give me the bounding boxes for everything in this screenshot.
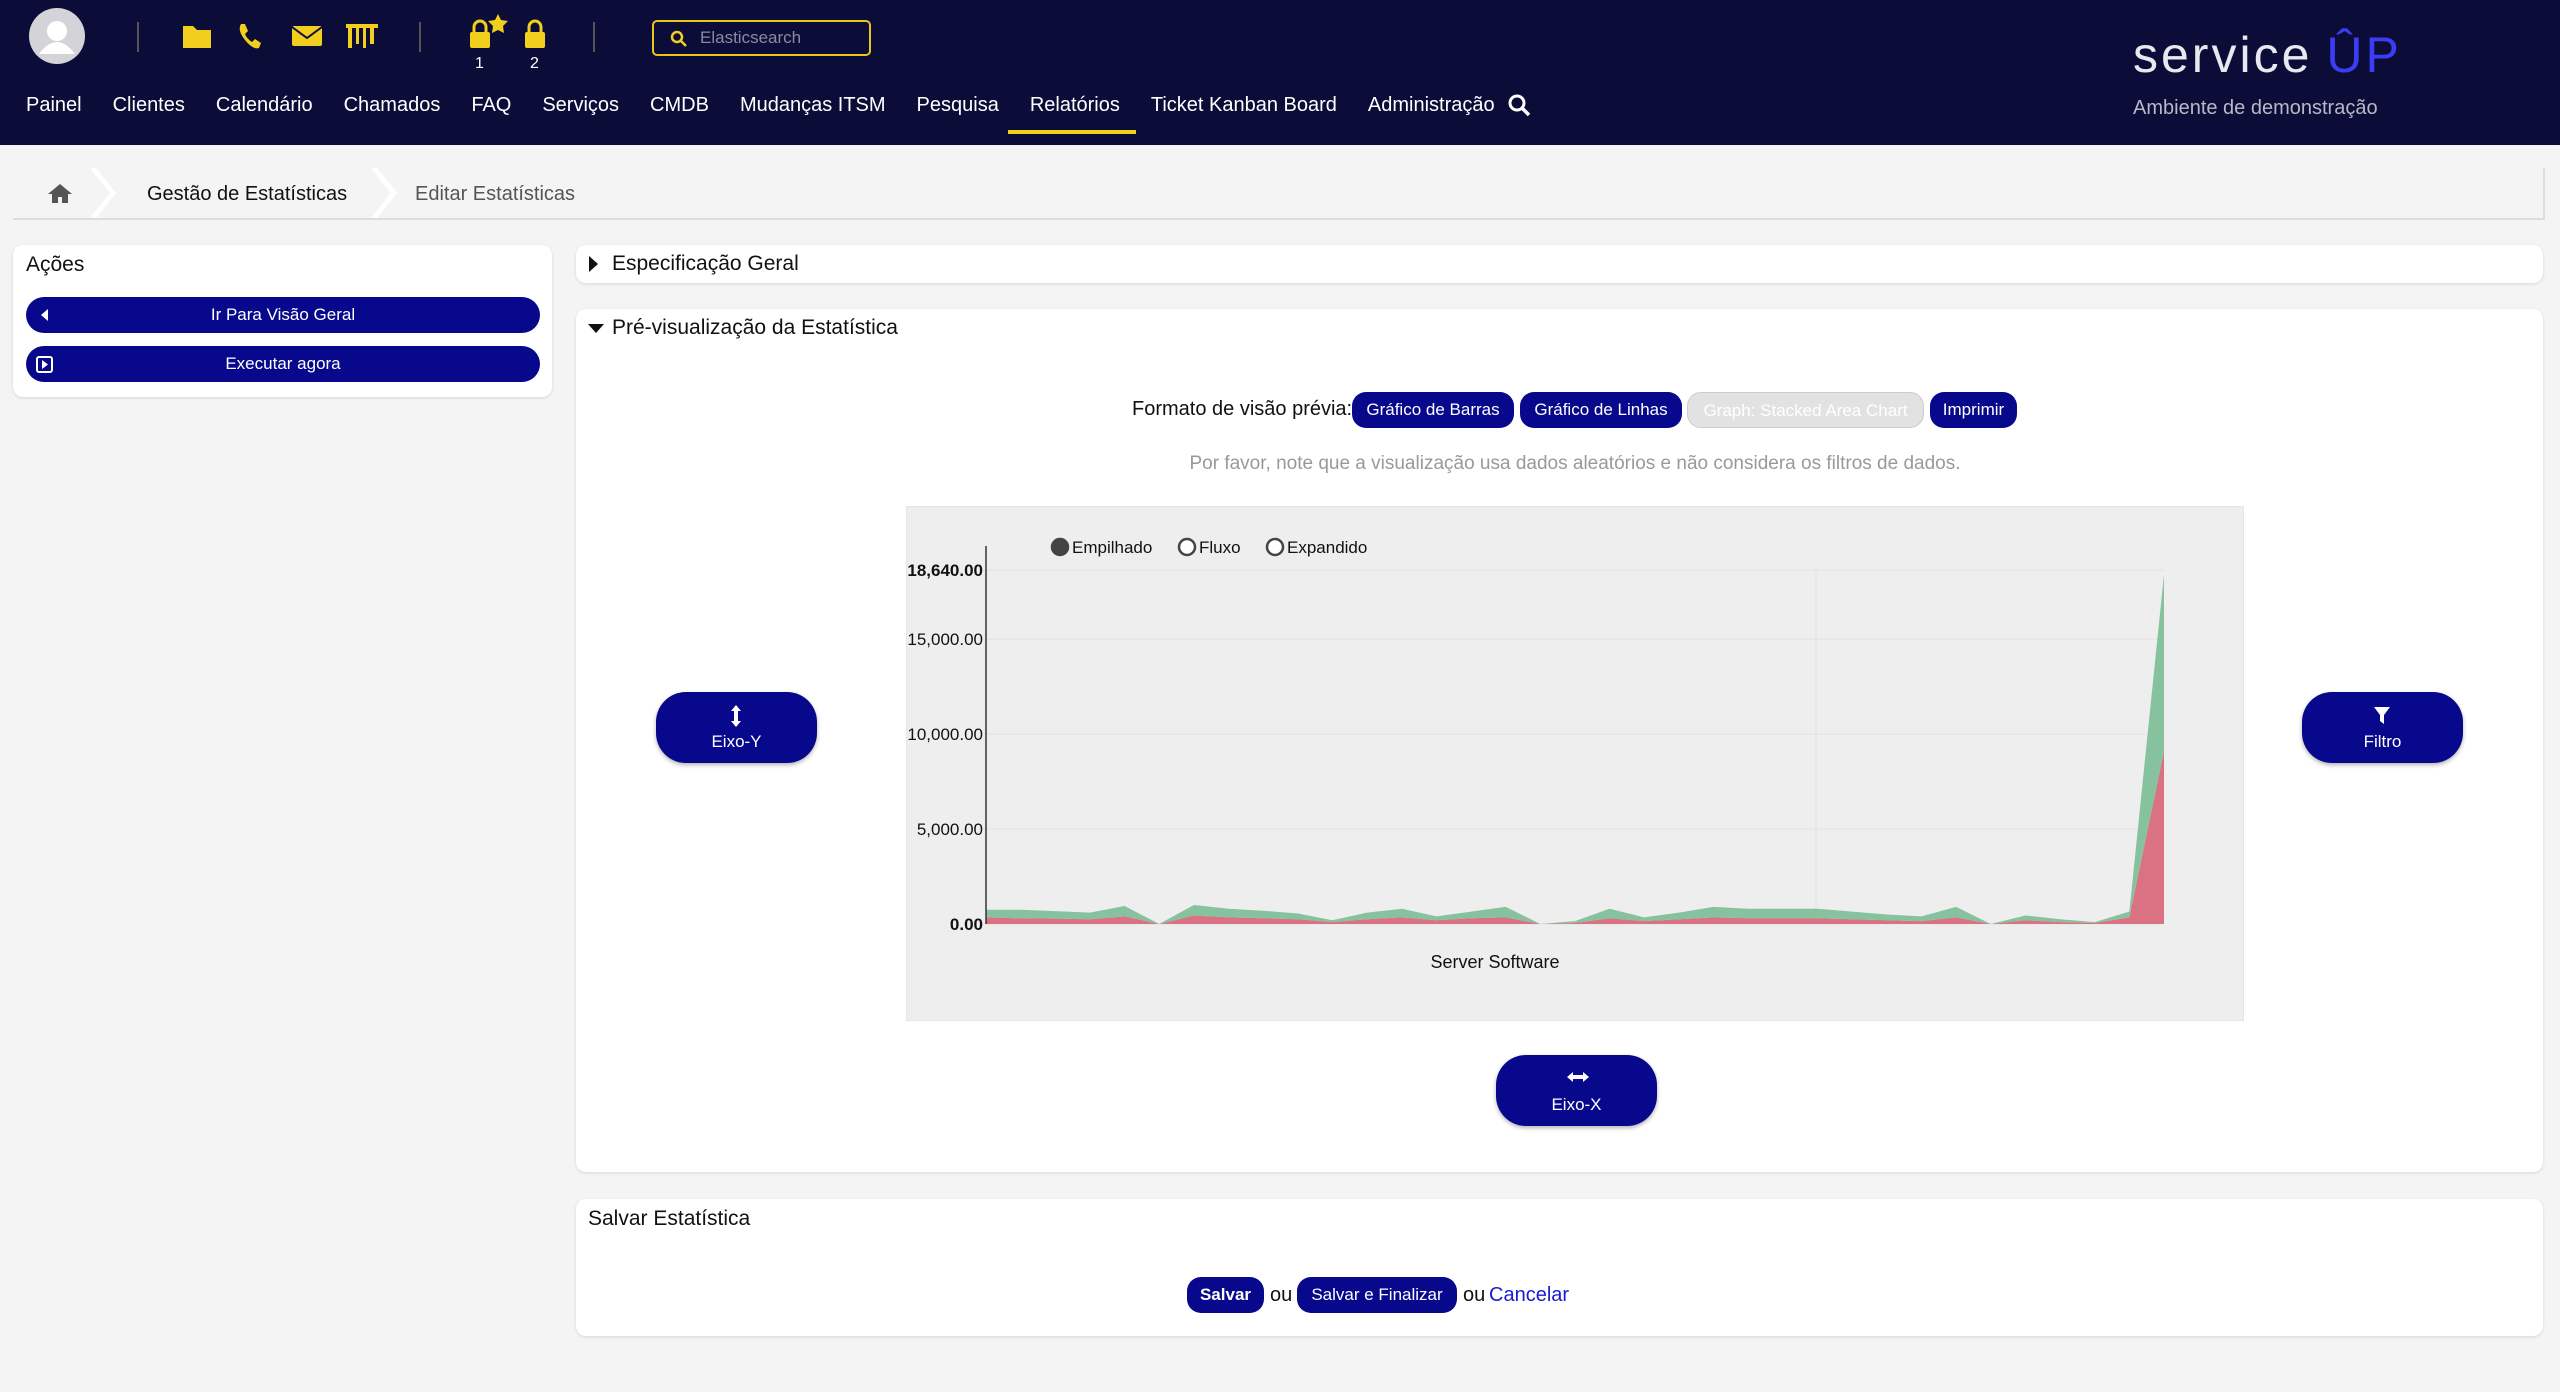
format-button[interactable]: Gráfico de Barras [1352,392,1514,428]
or-text: ou [1270,1284,1293,1306]
brand-name: service [2133,27,2313,83]
brand-accent: ÛP [2326,27,2402,83]
notification-count: 2 [530,55,539,72]
y-tick-label: 15,000.00 [907,630,983,649]
header-icons [29,8,595,64]
panel-title: Especificação Geral [612,252,799,275]
search-box[interactable]: Elasticsearch [652,20,871,56]
breadcrumb-item[interactable]: Gestão de Estatísticas [147,183,348,205]
button-label: Ir Para Visão Geral [210,305,356,324]
nav-item[interactable]: Chamados [343,94,441,116]
nav-item[interactable]: Painel [26,94,82,116]
filter-button[interactable]: Filtro [2302,692,2463,763]
nav-bar: Painel Clientes Calendário Chamados FAQ Servi… [26,88,1495,134]
sidebar-button[interactable]: Executar agora [26,346,540,382]
nav-item[interactable]: Mudanças ITSM [739,94,886,116]
sidebar-panel: Ações Ir Para Visão Geral Executar agora [13,245,552,397]
mode-label[interactable]: Fluxo [1199,538,1241,557]
nav-item[interactable]: Pesquisa [916,94,999,116]
notification-count: 1 [475,55,484,72]
format-label: Formato de visão prévia: [1132,398,1353,420]
nav-item[interactable]: Clientes [112,94,185,116]
nav-item[interactable]: Relatórios [1007,88,1136,134]
nav-item[interactable]: CMDB [650,94,709,116]
search-placeholder: Elasticsearch [700,28,802,47]
nav-item[interactable]: Calendário [215,94,313,116]
format-button[interactable]: Gráfico de Linhas [1520,392,1682,428]
button-label: Eixo-Y [711,732,762,751]
chart-background [906,506,2244,1021]
or-text: ou [1463,1284,1486,1306]
brand: service ÛP [2133,26,2402,84]
breadcrumb-item: Editar Estatísticas [415,183,576,205]
y-tick-label: 5,000.00 [917,820,983,839]
save-button[interactable]: Salvar [1187,1277,1264,1313]
y-tick-label: 0.00 [950,915,983,934]
mode-label[interactable]: Empilhado [1072,538,1152,557]
general-spec-panel[interactable]: Especificação Geral [576,245,2543,283]
button-label: Filtro [2363,732,2402,751]
mode-radio [1177,537,1197,557]
button-label: Executar agora [225,354,341,373]
nav-item[interactable]: Ticket Kanban Board [1150,94,1337,116]
sidebar-button[interactable]: Ir Para Visão Geral [26,297,540,333]
breadcrumb: Gestão de Estatísticas Editar Estatístic… [13,168,2545,220]
nav-item[interactable]: FAQ [471,94,512,116]
mode-label[interactable]: Expandido [1287,538,1367,557]
y-tick-label: 18,640.00 [907,561,983,580]
format-button[interactable]: Imprimir [1930,392,2017,428]
mode-radio [1265,537,1285,557]
nav-item[interactable]: Administração [1367,94,1495,116]
x-axis-button[interactable]: Eixo-X [1496,1055,1657,1126]
nav-item[interactable]: Serviços [542,94,620,116]
y-tick-label: 10,000.00 [907,725,983,744]
save-finish-button[interactable]: Salvar e Finalizar [1297,1277,1457,1313]
header: 1 2 Elasticsearch Painel Clientes Calendár… [0,0,2560,145]
nav-search-icon[interactable] [1508,94,1532,118]
y-axis-button[interactable]: Eixo-Y [656,692,817,763]
home-icon[interactable] [47,182,73,204]
brand-subtitle: Ambiente de demonstração [2133,97,2378,119]
button-label: Eixo-X [1551,1095,1602,1114]
cancel-link[interactable]: Cancelar [1489,1284,1570,1306]
preview-note: Por favor, note que a visualização usa d… [1189,453,1961,474]
x-axis-label: Server Software [1430,952,1559,972]
save-panel: Salvar Estatística [576,1199,2543,1336]
breadcrumb-separators [91,168,398,218]
sidebar-title: Ações [26,253,85,276]
mode-radio [1050,537,1070,557]
chart: 0.00 5,000.00 10,000.00 15,000.00 18,640.00 S… [906,506,2244,1021]
panel-title: Salvar Estatística [588,1207,751,1230]
panel-title: Pré-visualização da Estatística [612,316,898,339]
format-button-disabled: Graph: Stacked Area Chart [1687,392,1924,428]
